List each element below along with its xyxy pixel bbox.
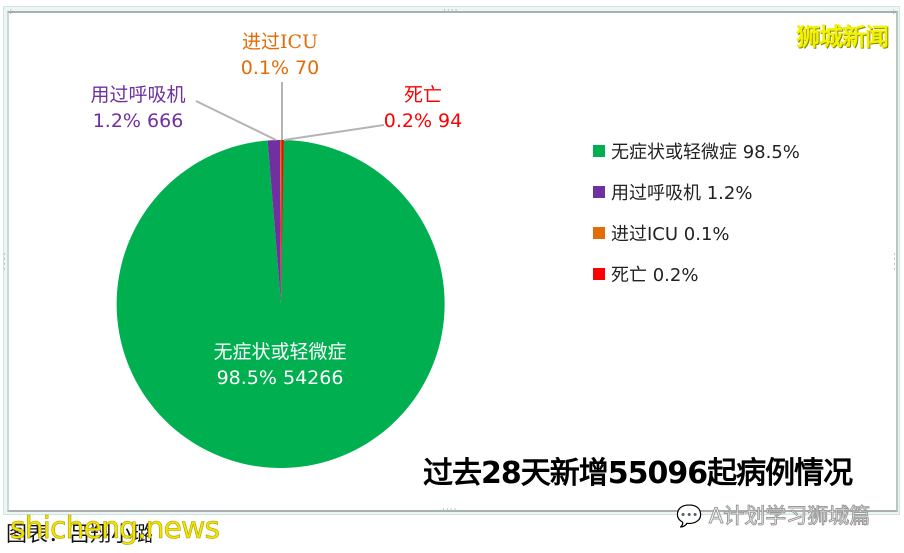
data-label-ventilator: 用过呼吸机 1.2% 666 <box>76 82 200 134</box>
pie-slice-ventilator[interactable] <box>267 140 281 304</box>
data-label-death: 死亡 0.2% 94 <box>378 82 468 134</box>
resize-handle-left[interactable]: · · · · <box>3 250 7 275</box>
legend-item-death[interactable]: 死亡 0.2% <box>593 253 800 294</box>
legend-label: 无症状或轻微症 98.5% <box>611 141 800 163</box>
resize-handle-top-left[interactable]: ⁘ <box>7 8 16 18</box>
resize-handle-right[interactable]: · · · · <box>893 250 897 275</box>
legend-swatch-orange <box>593 226 605 239</box>
site-watermark: shicheng.news <box>10 511 221 547</box>
data-label-ventilator-value: 1.2% 666 <box>92 110 184 132</box>
wechat-watermark: 💬 A计划学习狮城篇 <box>675 500 871 530</box>
legend-label: 用过呼吸机 1.2% <box>611 182 753 204</box>
wechat-watermark-text: A计划学习狮城篇 <box>708 504 871 529</box>
chart-title: 过去28天新增55096起病例情况 <box>423 456 853 491</box>
resize-handle-bottom[interactable]: ···· <box>442 505 458 515</box>
legend-swatch-green <box>593 144 605 157</box>
data-label-death-name: 死亡 <box>403 84 442 106</box>
data-label-asymptomatic-value: 98.5% 54266 <box>216 367 344 389</box>
chart-legend: 无症状或轻微症 98.5% 用过呼吸机 1.2% 进过ICU 0.1% 死亡 0… <box>593 130 800 294</box>
brand-watermark: 狮城新闻 <box>796 23 889 51</box>
data-label-death-value: 0.2% 94 <box>383 110 463 132</box>
legend-swatch-red <box>593 267 605 280</box>
pie-slice-asymptomatic[interactable] <box>116 140 445 468</box>
data-label-icu-name: 进过ICU <box>241 31 319 53</box>
data-label-icu: 进过ICU 0.1% 70 <box>228 29 332 81</box>
leader-line-ventilator <box>195 100 277 141</box>
data-label-ventilator-name: 用过呼吸机 <box>90 84 186 106</box>
legend-item-asymptomatic[interactable]: 无症状或轻微症 98.5% <box>593 130 800 171</box>
pie-slice-death[interactable] <box>281 139 284 304</box>
pie-slice-icu[interactable] <box>280 139 282 304</box>
data-label-icu-value: 0.1% 70 <box>240 57 320 79</box>
legend-item-icu[interactable]: 进过ICU 0.1% <box>593 212 800 253</box>
legend-item-ventilator[interactable]: 用过呼吸机 1.2% <box>593 171 800 212</box>
resize-handle-top-right[interactable]: ⁘ <box>890 8 899 18</box>
leader-line-death <box>283 124 385 141</box>
figure-caption: 图表：吕翔小璐 <box>6 522 153 546</box>
data-label-asymptomatic-name: 无症状或轻微症 <box>213 341 347 363</box>
legend-swatch-purple <box>593 185 605 198</box>
legend-label: 死亡 0.2% <box>611 264 699 286</box>
wechat-icon: 💬 <box>675 504 703 529</box>
resize-handle-top[interactable]: ···· <box>443 6 459 16</box>
data-label-asymptomatic: 无症状或轻微症 98.5% 54266 <box>180 339 380 391</box>
legend-label: 进过ICU 0.1% <box>611 223 730 245</box>
